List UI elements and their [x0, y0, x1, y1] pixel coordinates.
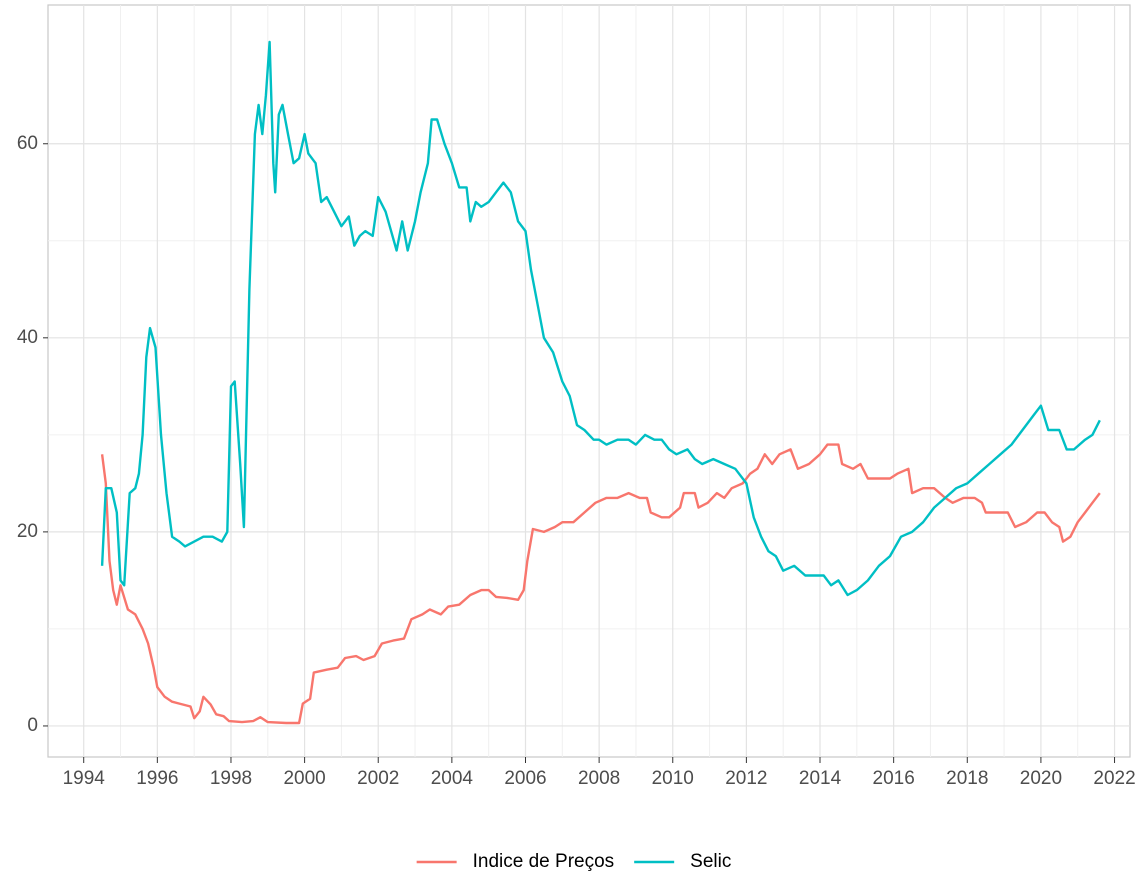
x-tick-label: 2010 — [652, 768, 694, 789]
legend-label: Selic — [690, 851, 731, 872]
y-tick-label: 20 — [17, 521, 38, 542]
x-tick-label: 2016 — [873, 768, 915, 789]
x-tick-label: 2004 — [431, 768, 474, 789]
series-line — [100, 40, 1101, 597]
series-line — [100, 443, 1101, 725]
plot-border — [47, 4, 1131, 758]
x-tick-label: 1996 — [136, 768, 178, 789]
y-tick-label: 60 — [17, 133, 38, 154]
x-tick-label: 2022 — [1093, 768, 1135, 789]
x-tick-label: 2012 — [725, 768, 767, 789]
x-tick-label: 1994 — [63, 768, 106, 789]
x-tick-label: 2006 — [504, 768, 546, 789]
x-tick-label: 2014 — [799, 768, 842, 789]
x-tick-label: 2018 — [946, 768, 988, 789]
x-tick-label: 2000 — [283, 768, 325, 789]
x-tick-label: 1998 — [210, 768, 252, 789]
legend-label: Indice de Preços — [473, 851, 615, 872]
y-tick-label: 0 — [27, 715, 38, 736]
x-tick-label: 2008 — [578, 768, 620, 789]
x-tick-label: 2002 — [357, 768, 399, 789]
y-tick-label: 40 — [17, 327, 38, 348]
x-tick-label: 2020 — [1020, 768, 1062, 789]
